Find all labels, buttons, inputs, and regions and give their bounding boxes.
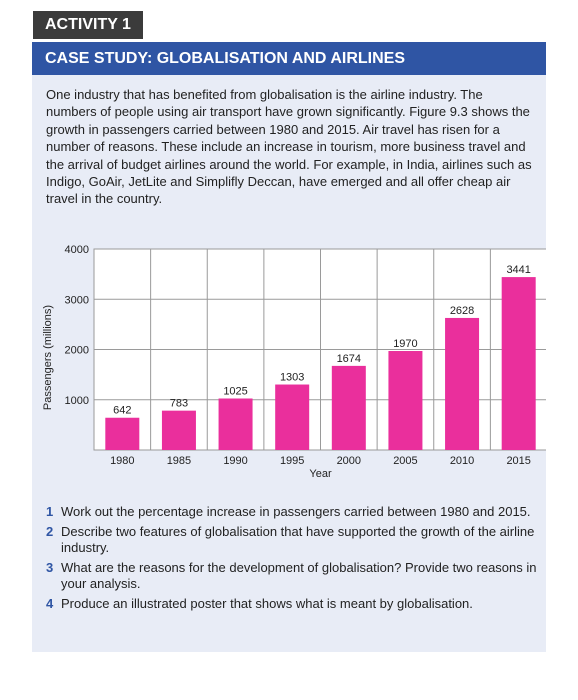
x-tick-label: 1985: [167, 455, 191, 467]
data-label-1995: 1303: [280, 372, 304, 384]
question-item: 1 Work out the percentage increase in pas…: [46, 504, 540, 519]
case-study-panel: CASE STUDY: GLOBALISATION AND AIRLINES O…: [32, 42, 546, 652]
x-tick-label: 2010: [450, 455, 474, 467]
questions-list: 1 Work out the percentage increase in pas…: [46, 504, 540, 616]
bar-2005: [388, 351, 423, 450]
data-label-2015: 3441: [506, 264, 530, 276]
question-number: 4: [46, 596, 54, 612]
bar-1985: [161, 410, 196, 450]
question-item: 2 Describe two features of globalisation …: [46, 524, 540, 555]
bar-2015: [501, 277, 536, 450]
y-tick-label: 3000: [65, 294, 89, 306]
question-number: 1: [46, 504, 54, 519]
data-label-2005: 1970: [393, 338, 417, 350]
question-item: 4 Produce an illustrated poster that show…: [46, 596, 540, 611]
question-number: 2: [46, 524, 54, 540]
question-text: Describe two features of globalisation t…: [61, 524, 535, 555]
x-tick-label: 1980: [110, 455, 134, 467]
x-tick-label: 2015: [506, 455, 530, 467]
data-label-2010: 2628: [450, 305, 474, 317]
bar-2010: [445, 317, 480, 450]
data-label-1980: 642: [113, 405, 131, 417]
x-tick-label: 1995: [280, 455, 304, 467]
question-text: Produce an illustrated poster that shows…: [61, 596, 473, 612]
y-tick-label: 1000: [65, 395, 89, 407]
intro-paragraph: One industry that has benefited from glo…: [46, 87, 532, 207]
question-text: Work out the percentage increase in pass…: [61, 504, 531, 519]
bar-1980: [105, 417, 140, 450]
passengers-bar-chart: 1000 2000 3000 4000 642 1980 783 1985 1025 1990 13…: [32, 241, 546, 526]
activity-label: ACTIVITY 1: [33, 11, 143, 39]
data-label-1990: 1025: [223, 385, 247, 397]
case-study-title: CASE STUDY: GLOBALISATION AND AIRLINES: [32, 42, 546, 75]
bar-2000: [331, 365, 366, 450]
bar-1990: [218, 398, 253, 450]
x-axis-label: Year: [309, 468, 332, 480]
y-tick-label: 2000: [65, 345, 89, 357]
chart-svg: 1000 2000 3000 4000 642 1980 783 1985 1025 1990 13…: [42, 244, 546, 480]
x-tick-label: 2005: [393, 455, 417, 467]
bar-1995: [275, 384, 310, 450]
question-item: 3 What are the reasons for the developmen…: [46, 560, 540, 591]
x-tick-label: 1990: [223, 455, 247, 467]
data-label-1985: 783: [170, 398, 188, 410]
question-number: 3: [46, 560, 54, 576]
y-axis-label: Passengers (millions): [42, 305, 54, 410]
x-tick-label: 2000: [337, 455, 361, 467]
question-text: What are the reasons for the development…: [61, 560, 537, 591]
data-label-2000: 1674: [337, 353, 361, 365]
y-tick-label: 4000: [65, 244, 89, 256]
